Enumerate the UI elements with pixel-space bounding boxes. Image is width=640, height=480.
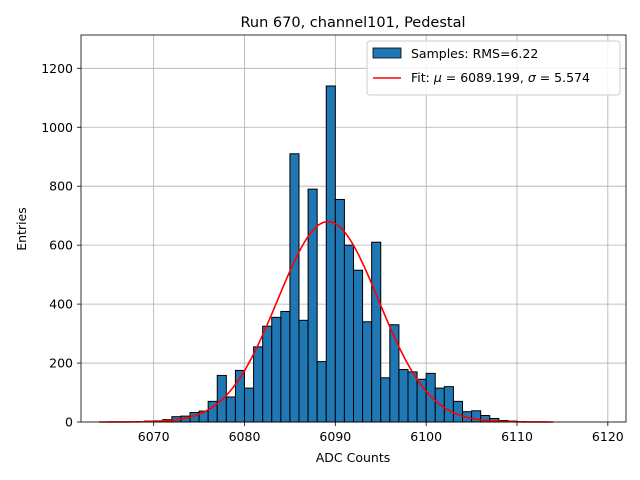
histogram-bar [280,310,291,423]
histogram-bar [407,371,418,423]
histogram-bar [216,374,227,423]
histogram-bar [298,319,309,423]
histogram-bar [225,396,236,423]
x-tick-label: 6080 [229,429,261,444]
histogram-bar [325,85,336,423]
x-tick-label: 6100 [410,429,442,444]
legend-histogram-label: Samples: RMS=6.22 [411,46,538,61]
histogram-bar [389,324,400,423]
histogram-bar [380,377,391,423]
y-tick-label: 0 [65,415,73,430]
histogram-bar [452,400,463,423]
y-axis-label: Entries [14,207,29,251]
y-tick-label: 1200 [41,61,73,76]
plot-frame [80,34,627,423]
histogram-bar [307,188,318,423]
histogram-bar [244,387,255,423]
histogram-bar [362,321,373,423]
y-tick-label: 1000 [41,120,73,135]
y-axis-ticks: 0 200 400 600 800 1000 1200 [41,61,81,430]
x-axis-label: ADC Counts [316,450,391,465]
histogram-bar [443,386,454,423]
legend: Samples: RMS=6.22 Fit: μ = 6089.199, σ =… [366,40,621,96]
histogram-bar [398,369,409,423]
y-tick-label: 600 [49,238,73,253]
x-tick-label: 6120 [592,429,624,444]
fit-curve-group [99,220,554,423]
y-tick-label: 800 [49,179,73,194]
legend-fit-label: Fit: μ = 6089.199, σ = 5.574 [411,70,590,85]
legend-histogram-swatch [372,47,402,59]
histogram-bar [334,198,345,423]
legend-box [366,40,621,96]
y-tick-label: 400 [49,297,73,312]
x-tick-label: 6090 [319,429,351,444]
histogram-bar [253,346,264,423]
histogram-bar [425,372,436,423]
histogram-bar [371,241,382,423]
histogram-bar [343,244,354,423]
x-tick-label: 6110 [501,429,533,444]
histogram-bar [262,325,273,423]
histogram-bar [353,269,364,423]
histogram-bar [289,153,300,423]
x-axis-ticks: 6070 6080 6090 6100 6110 6120 [138,422,624,444]
histogram-bar [316,361,327,423]
fit-curve [99,220,554,423]
histogram-bar [271,316,282,423]
x-tick-label: 6070 [138,429,170,444]
chart-title: Run 670, channel101, Pedestal [240,15,465,31]
y-tick-label: 200 [49,356,73,371]
